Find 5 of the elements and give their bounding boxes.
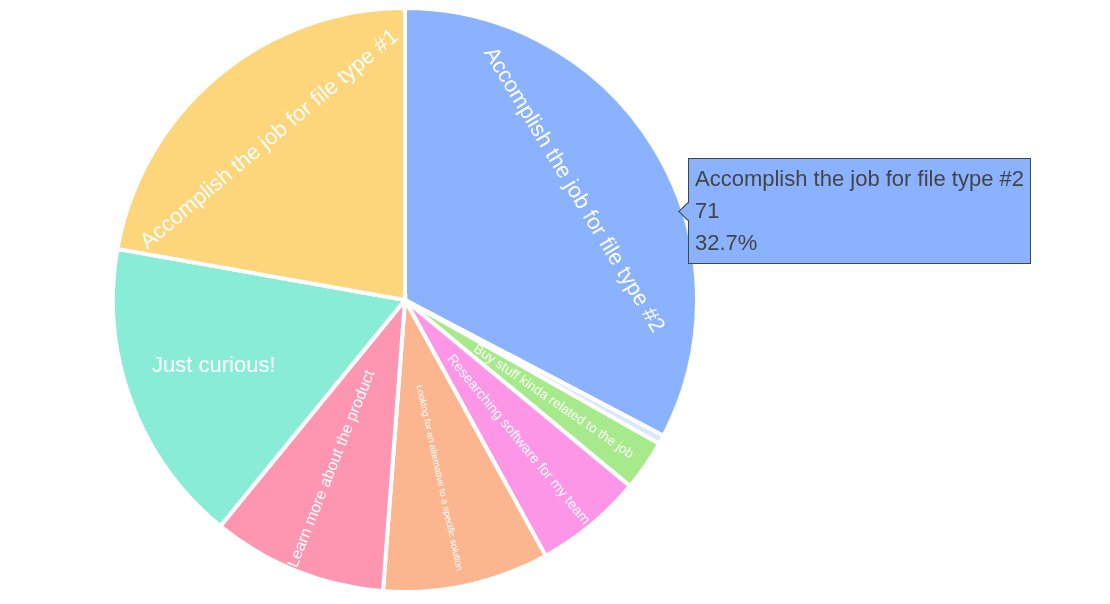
text: 32.7%	[695, 229, 759, 257]
text: Accomplish the job for file type #2	[695, 165, 1024, 193]
slice-label: Just curious!	[152, 351, 276, 377]
text: 71	[695, 197, 721, 225]
slice-label: Looking for an alternative to a specific solution	[414, 383, 465, 572]
